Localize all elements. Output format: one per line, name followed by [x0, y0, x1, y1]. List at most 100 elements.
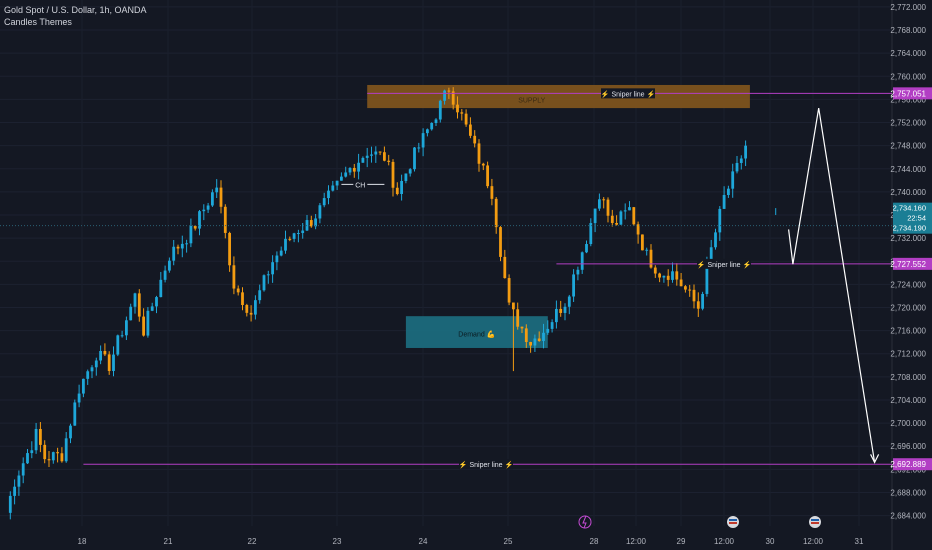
candle-body [26, 453, 29, 464]
candle-body [340, 176, 343, 181]
lightning-icon[interactable] [578, 515, 592, 529]
candle-body [559, 308, 563, 313]
candle-body [589, 223, 593, 245]
candle-body [512, 302, 515, 310]
candle-body [426, 129, 429, 134]
candle-body [537, 338, 541, 342]
price-tick-label: 2,768.000 [890, 26, 926, 35]
candle-body [451, 91, 455, 105]
demand-zone[interactable] [405, 316, 548, 348]
projection-line [788, 107, 876, 463]
candle-body [142, 316, 145, 336]
candle-body [520, 326, 524, 329]
candle-body [120, 335, 124, 337]
time-tick-label: 25 [504, 537, 513, 546]
candle-body [671, 271, 674, 280]
candle-body [658, 273, 661, 278]
time-tick-label: 30 [766, 537, 775, 546]
candle-body [292, 233, 296, 239]
candle-body [378, 151, 382, 153]
flag-icon[interactable] [809, 516, 821, 528]
grid [0, 0, 893, 550]
candle-body [430, 123, 434, 130]
flag-icon[interactable] [727, 516, 739, 528]
price-tick-label: 2,712.000 [890, 350, 926, 359]
price-tick-label: 2,724.000 [890, 280, 926, 289]
sniper-price-badge [893, 458, 932, 471]
candle-body [39, 428, 42, 445]
candle-body [374, 151, 378, 155]
sniper-line-label-bg [697, 258, 751, 269]
candle-body [172, 246, 176, 261]
candle-body [533, 338, 537, 346]
candle-body [507, 278, 511, 303]
candle-body [490, 186, 494, 199]
candle-body [735, 162, 739, 172]
price-tick-label: 2,684.000 [890, 512, 926, 521]
candle-body [69, 425, 72, 439]
candle-body [258, 290, 262, 301]
candle-body [370, 154, 373, 156]
chart-header: Gold Spot / U.S. Dollar, 1h, OANDA Candl… [4, 4, 147, 28]
price-tick-label: 2,748.000 [890, 142, 926, 151]
candle-body [567, 296, 571, 307]
candle-body [722, 195, 726, 209]
candle-body [232, 265, 236, 289]
symbol-title[interactable]: Gold Spot / U.S. Dollar, 1h, OANDA [4, 5, 147, 15]
candle-body [309, 220, 313, 227]
time-tick-label: 22 [248, 537, 257, 546]
candle-body [383, 152, 386, 161]
candle-body [598, 199, 601, 209]
flag-icon-band [811, 519, 819, 521]
candle-body [610, 215, 614, 223]
candle-body [318, 205, 322, 219]
candle-body [64, 438, 68, 462]
candle-body [623, 210, 627, 212]
candle-body [602, 199, 606, 201]
candle-body [223, 206, 227, 233]
sniper-line-label: ⚡ Sniper line ⚡ [459, 460, 513, 469]
candle-body [21, 463, 25, 476]
candle-body [17, 475, 21, 487]
candle-body [133, 293, 137, 307]
sniper-price-badge-label: 2,692.889 [890, 460, 926, 469]
candle-body [361, 157, 365, 163]
candle-body [301, 230, 305, 234]
time-tick-label: 18 [78, 537, 87, 546]
candle-body [499, 227, 502, 257]
candle-body [662, 275, 666, 278]
flag-icon-band [811, 522, 819, 524]
price-tick-label: 2,696.000 [890, 442, 926, 451]
current-price-bottom-label: 2,734.190 [893, 224, 926, 233]
candle-body [82, 378, 85, 394]
candle-body [473, 135, 477, 144]
candle-body [486, 165, 489, 187]
sniper-price-badge-label: 2,757.051 [890, 89, 926, 98]
candle-body [327, 190, 330, 199]
candle-body [585, 244, 588, 253]
price-tick-label: 2,744.000 [890, 165, 926, 174]
flag-icon-band [729, 519, 737, 521]
candle-body [593, 208, 597, 224]
time-tick-label: 29 [677, 537, 686, 546]
projection-arrowhead [870, 454, 880, 464]
candle-body [395, 187, 399, 195]
candle-body [86, 371, 90, 379]
supply-zone[interactable] [367, 84, 750, 109]
candle-body [606, 199, 610, 216]
candle-body [202, 209, 206, 212]
candle-body [464, 113, 468, 125]
candle-body [56, 452, 59, 454]
price-tick-label: 2,688.000 [890, 488, 926, 497]
indicator-name[interactable]: Candles Themes [4, 17, 72, 27]
candle-body [481, 163, 485, 166]
candle-body [413, 147, 416, 170]
candle-body [236, 288, 240, 293]
choch-label: CH [355, 182, 365, 189]
candle-body [322, 198, 326, 206]
price-tick-label: 2,740.000 [890, 188, 926, 197]
candle-body [198, 211, 201, 229]
time-tick-label: 24 [419, 537, 428, 546]
candle-body [271, 262, 274, 275]
